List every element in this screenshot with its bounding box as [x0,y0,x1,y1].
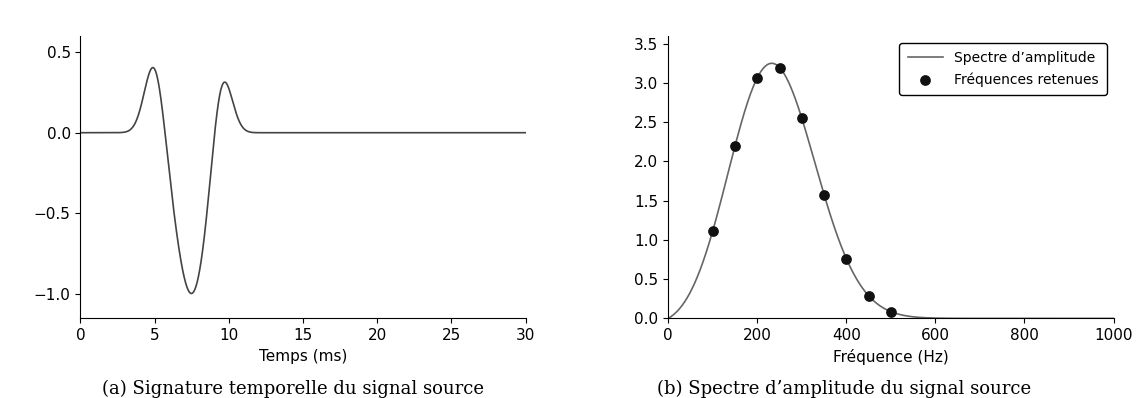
Spectre d’amplitude [1083,316,1096,321]
Spectre d’amplitude [680,296,693,301]
Fréquences retenues [748,74,767,81]
Fréquences retenues [792,115,810,121]
Spectre d’amplitude [661,316,675,321]
Fréquences retenues [815,191,833,198]
Spectre d’amplitude [748,79,762,84]
Fréquences retenues [704,228,722,234]
Fréquences retenues [726,143,744,149]
Legend: Spectre d’amplitude, Fréquences retenues: Spectre d’amplitude, Fréquences retenues [900,43,1107,95]
Fréquences retenues [860,293,878,299]
Text: (b) Spectre d’amplitude du signal source: (b) Spectre d’amplitude du signal source [657,380,1031,398]
Spectre d’amplitude [765,61,778,66]
Spectre d’amplitude [879,307,893,312]
Spectre d’amplitude [664,315,677,320]
Text: (a) Signature temporelle du signal source: (a) Signature temporelle du signal sourc… [102,380,483,398]
Fréquences retenues [882,308,900,315]
X-axis label: Temps (ms): Temps (ms) [258,349,347,364]
Fréquences retenues [770,64,789,71]
Line: Spectre d’amplitude: Spectre d’amplitude [668,63,1114,318]
X-axis label: Fréquence (Hz): Fréquence (Hz) [833,349,948,365]
Fréquences retenues [837,256,855,262]
Spectre d’amplitude [688,280,701,285]
Spectre d’amplitude [1107,316,1120,321]
